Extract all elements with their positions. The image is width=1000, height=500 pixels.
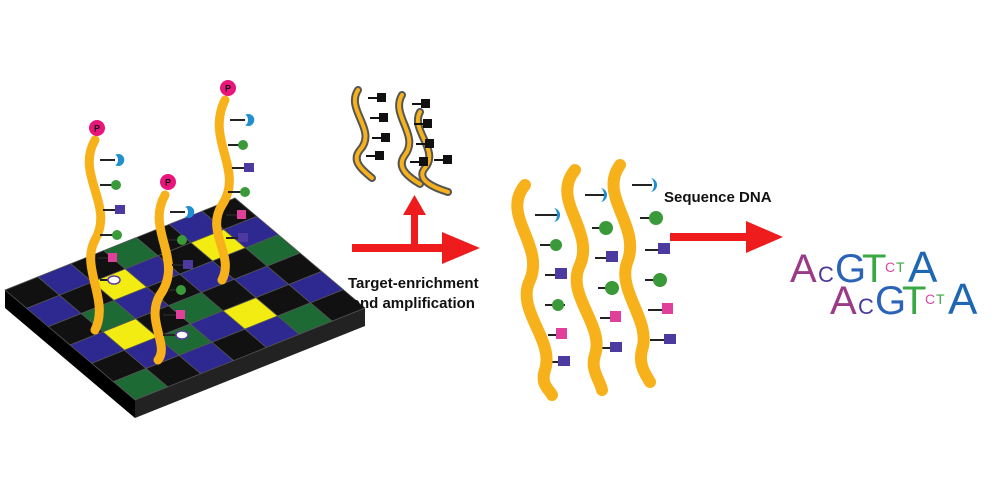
base-green-icon: [552, 299, 564, 311]
chip-tile: [309, 289, 366, 322]
logo-letter-g: G: [835, 247, 866, 291]
chip-tile-grid: [4, 197, 366, 401]
logo-letter-c: C: [885, 259, 895, 275]
probe-strand-left: P: [84, 120, 125, 335]
base-purple-icon: [238, 233, 248, 242]
base-blue-icon: [650, 178, 657, 192]
base-blue-icon: [245, 114, 255, 126]
base-blue-icon: [115, 154, 125, 166]
base-green-icon: [605, 281, 619, 295]
logo-letter-c: C: [858, 294, 874, 319]
base-blue-icon: [185, 206, 195, 219]
logo-letter-a: A: [948, 275, 978, 324]
logo-letter-a: A: [908, 243, 938, 292]
base-white-icon: [175, 330, 189, 340]
base-green-icon: [238, 140, 248, 150]
phosphate-label: P: [165, 178, 171, 188]
probe-strand-middle: P: [150, 174, 195, 365]
base-green-icon: [599, 221, 613, 235]
logo-letter-t: T: [902, 279, 926, 323]
base-pink-icon: [662, 303, 673, 314]
sequence-label: Sequence DNA: [664, 189, 772, 206]
phosphate-label: P: [225, 84, 231, 94]
microarray-chip: [4, 197, 366, 418]
amplified-strands: [511, 159, 676, 401]
base-green-icon: [653, 273, 667, 287]
base-purple-icon: [606, 251, 618, 262]
base-green-icon: [550, 239, 562, 251]
logo-letter-t: T: [896, 259, 905, 275]
chip-right-face: [135, 308, 365, 418]
base-green-icon: [112, 230, 122, 240]
base-blue-icon: [600, 188, 607, 202]
base-green-icon: [240, 187, 250, 197]
base-purple-icon: [558, 356, 570, 366]
chip-front-face: [5, 290, 135, 418]
sequence-logo-row-2: A C GTC T A: [830, 275, 978, 324]
captured-target-strands: [350, 86, 452, 196]
base-pink-icon: [108, 253, 117, 262]
logo-letter-a: A: [830, 279, 857, 323]
base-green-icon: [177, 235, 187, 245]
base-green-icon: [111, 180, 121, 190]
probe-strand-right: P: [212, 80, 255, 285]
base-purple-icon: [555, 268, 567, 279]
logo-letter-a: A: [790, 247, 817, 291]
base-purple-icon: [610, 342, 622, 352]
base-pink-icon: [610, 311, 621, 322]
enrichment-label: Target-enrichment and amplification: [348, 274, 479, 314]
base-purple-icon: [183, 260, 193, 269]
base-pink-icon: [176, 310, 185, 319]
sequence-arrow: [670, 221, 783, 253]
sequence-logo: A C GTC T A A C GTC T A: [790, 243, 978, 324]
phosphate-icon: [89, 120, 105, 136]
enrichment-label-line-1: Target-enrichment: [348, 275, 479, 292]
base-white-icon: [107, 275, 121, 285]
base-green-icon: [176, 285, 186, 295]
base-purple-icon: [115, 205, 125, 214]
logo-letter-t: T: [936, 291, 945, 307]
base-pink-icon: [556, 328, 567, 339]
base-pink-icon: [237, 210, 246, 219]
phosphate-icon: [220, 80, 236, 96]
base-purple-icon: [658, 243, 670, 254]
base-purple-icon: [664, 334, 676, 344]
enrichment-arrow: [352, 195, 480, 264]
phosphate-icon: [160, 174, 176, 190]
logo-letter-g: G: [875, 279, 906, 323]
base-blue-icon: [553, 208, 560, 222]
base-green-icon: [649, 211, 663, 225]
logo-letter-c: C: [925, 291, 935, 307]
logo-letter-t: T: [862, 247, 886, 291]
logo-letter-c: C: [818, 262, 834, 287]
base-purple-icon: [244, 163, 254, 172]
sequence-logo-row-1: A C GTC T A: [790, 243, 938, 292]
enrichment-label-line-2: and amplification: [351, 295, 475, 312]
phosphate-label: P: [94, 124, 100, 134]
